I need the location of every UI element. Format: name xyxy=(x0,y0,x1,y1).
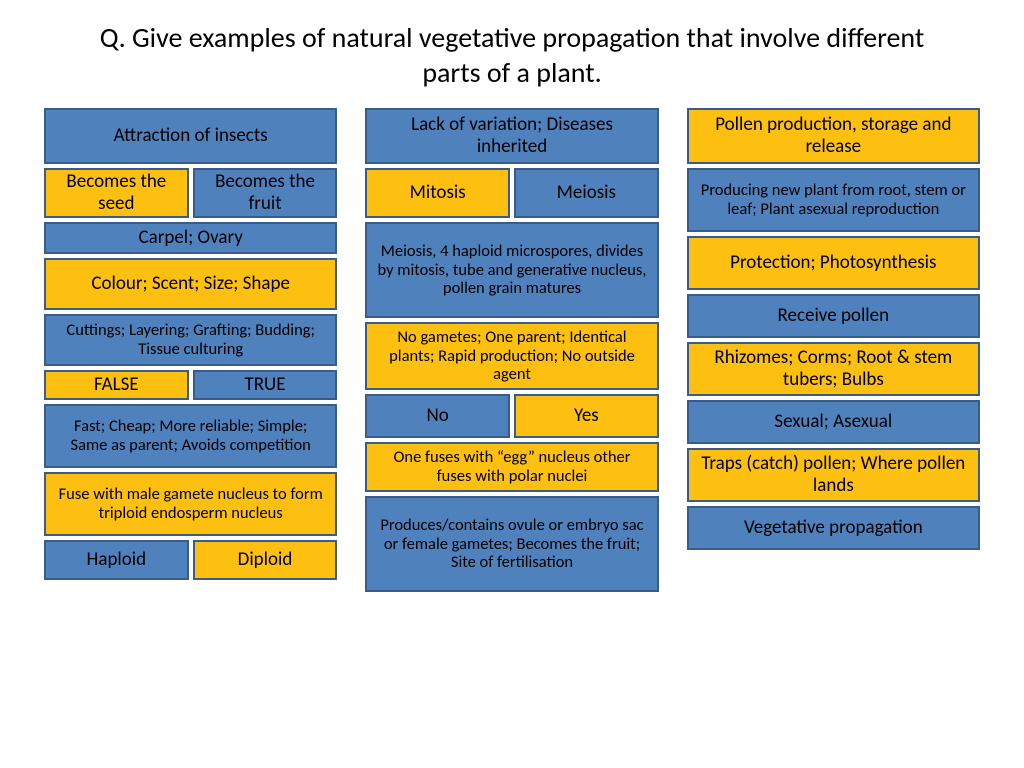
card-becomes-seed: Becomes the seed xyxy=(44,168,189,218)
card-mitosis: Mitosis xyxy=(365,168,510,218)
card-fast-cheap: Fast; Cheap; More reliable; Simple; Same… xyxy=(44,404,337,468)
card-meiosis: Meiosis xyxy=(514,168,659,218)
card-fuse-male-gamete: Fuse with male gamete nucleus to form tr… xyxy=(44,472,337,536)
column-1: Attraction of insects Becomes the seed B… xyxy=(44,108,337,592)
card-producing-new-plant: Producing new plant from root, stem or l… xyxy=(687,168,980,232)
pair-false-true: FALSE TRUE xyxy=(44,370,337,400)
card-pollen-production: Pollen production, storage and release xyxy=(687,108,980,164)
card-diploid: Diploid xyxy=(193,540,338,580)
card-colour-scent: Colour; Scent; Size; Shape xyxy=(44,258,337,310)
pair-no-yes: No Yes xyxy=(365,394,658,438)
card-meiosis-haploid: Meiosis, 4 haploid microspores, divides … xyxy=(365,222,658,318)
column-3: Pollen production, storage and release P… xyxy=(687,108,980,592)
card-receive-pollen: Receive pollen xyxy=(687,294,980,338)
card-yes: Yes xyxy=(514,394,659,438)
pair-mitosis-meiosis: Mitosis Meiosis xyxy=(365,168,658,218)
card-false: FALSE xyxy=(44,370,189,400)
card-rhizomes: Rhizomes; Corms; Root & stem tubers; Bul… xyxy=(687,342,980,396)
card-carpel-ovary: Carpel; Ovary xyxy=(44,222,337,254)
card-lack-variation: Lack of variation; Diseases inherited xyxy=(365,108,658,164)
card-produces-ovule: Produces/contains ovule or embryo sac or… xyxy=(365,496,658,592)
card-traps-pollen: Traps (catch) pollen; Where pollen lands xyxy=(687,448,980,502)
card-one-fuses: One fuses with “egg” nucleus other fuses… xyxy=(365,442,658,492)
card-sexual-asexual: Sexual; Asexual xyxy=(687,400,980,444)
page-title: Q. Give examples of natural vegetative p… xyxy=(0,0,1024,108)
pair-becomes: Becomes the seed Becomes the fruit xyxy=(44,168,337,218)
column-2: Lack of variation; Diseases inherited Mi… xyxy=(365,108,658,592)
card-no-gametes: No gametes; One parent; Identical plants… xyxy=(365,322,658,390)
columns-container: Attraction of insects Becomes the seed B… xyxy=(0,108,1024,592)
card-true: TRUE xyxy=(193,370,338,400)
card-cuttings: Cuttings; Layering; Grafting; Budding; T… xyxy=(44,314,337,366)
card-vegetative-prop: Vegetative propagation xyxy=(687,506,980,550)
pair-haploid-diploid: Haploid Diploid xyxy=(44,540,337,580)
card-becomes-fruit: Becomes the fruit xyxy=(193,168,338,218)
card-haploid: Haploid xyxy=(44,540,189,580)
card-protection-photo: Protection; Photosynthesis xyxy=(687,236,980,290)
card-no: No xyxy=(365,394,510,438)
card-attraction-insects: Attraction of insects xyxy=(44,108,337,164)
